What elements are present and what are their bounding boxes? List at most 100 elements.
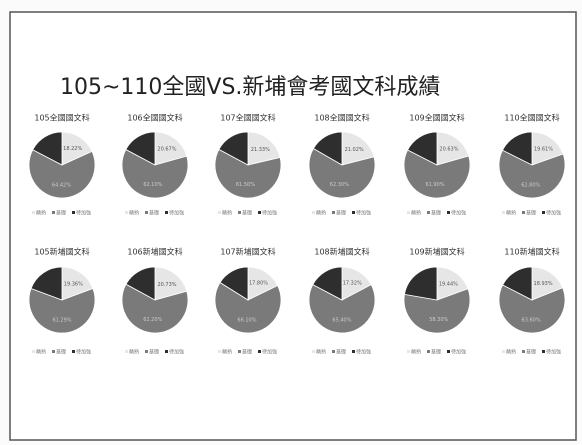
legend-label: 基礎: [336, 210, 346, 217]
legend-label: 精熟: [222, 349, 232, 356]
legend-label: 待加強: [356, 210, 371, 217]
legend-swatch: [332, 211, 335, 214]
legend-label: 精熟: [506, 210, 516, 217]
legend-swatch: [522, 211, 525, 214]
legend-swatch: [502, 211, 505, 214]
slide-title: 105~110全國VS.新埔會考國文科成績: [60, 75, 440, 100]
legend-swatch: [32, 350, 35, 353]
legend-swatch: [542, 211, 545, 214]
legend-label: 基礎: [149, 349, 159, 356]
legend-swatch: [258, 211, 261, 214]
pie-slice: [308, 284, 376, 334]
legend-label: 基礎: [56, 210, 66, 217]
slice-label: 21.02%: [345, 147, 364, 153]
slice-label: 61.29%: [52, 317, 71, 323]
pie-title: 105全國國文科: [34, 113, 89, 123]
legend-label: 基礎: [526, 210, 536, 217]
legend-label: 精熟: [411, 349, 421, 356]
legend-swatch: [407, 350, 410, 353]
slice-label: 62.80%: [521, 182, 540, 188]
pie-title: 106全國國文科: [127, 113, 182, 123]
pie-title: 109新埔國文科: [409, 247, 464, 257]
legend-label: 待加強: [356, 349, 371, 356]
legend-swatch: [125, 211, 128, 214]
legend-label: 待加強: [451, 210, 466, 217]
legend-swatch: [145, 350, 148, 353]
legend-swatch: [352, 211, 355, 214]
slice-label: 20.63%: [439, 147, 458, 153]
pie-slice: [308, 147, 376, 199]
pie-slice: [403, 149, 471, 199]
pie-slice: [28, 288, 96, 334]
slice-label: 19.44%: [439, 281, 458, 287]
pie-slice: [498, 284, 566, 334]
pie-title: 106新埔國文科: [127, 247, 182, 257]
legend-label: 精熟: [316, 210, 326, 217]
pie-slice: [312, 131, 343, 166]
pie-title: 107全國國文科: [220, 113, 275, 123]
legend-label: 基礎: [526, 349, 536, 356]
legend-label: 待加強: [262, 210, 277, 217]
pie-title: 109全國國文科: [409, 113, 464, 123]
legend-swatch: [447, 350, 450, 353]
pie-slice: [61, 266, 94, 301]
slice-label: 63.60%: [522, 317, 541, 323]
legend-swatch: [522, 350, 525, 353]
pie-slice: [121, 148, 189, 199]
pie-slice: [32, 131, 63, 166]
slice-label: 21.33%: [251, 147, 270, 153]
legend-swatch: [407, 211, 410, 214]
legend-swatch: [72, 350, 75, 353]
legend-label: 待加強: [76, 349, 91, 356]
legend-swatch: [165, 350, 168, 353]
legend-swatch: [218, 350, 221, 353]
slice-label: 18.22%: [63, 146, 82, 152]
pie-title: 108全國國文科: [314, 113, 369, 123]
legend-swatch: [238, 350, 241, 353]
slice-label: 17.80%: [249, 281, 268, 287]
slice-label: 20.67%: [157, 147, 176, 153]
slice-label: 61.50%: [236, 182, 255, 188]
legend-swatch: [312, 211, 315, 214]
slice-label: 64.42%: [52, 182, 71, 188]
pie-slice: [501, 131, 533, 166]
pie-title: 110全國國文科: [504, 113, 559, 123]
legend-label: 待加強: [169, 210, 184, 217]
legend-label: 待加強: [451, 349, 466, 356]
legend-label: 精熟: [129, 210, 139, 217]
slice-label: 65.40%: [332, 317, 351, 323]
pie-slice: [341, 131, 375, 166]
slice-label: 62.10%: [143, 182, 162, 188]
slice-label: 18.93%: [534, 281, 553, 287]
slice-label: 19.36%: [64, 281, 83, 287]
pie-slice: [531, 266, 564, 301]
slice-label: 61.90%: [425, 182, 444, 188]
pie-slice: [219, 266, 249, 301]
slide-frame: [9, 11, 577, 441]
legend-label: 精熟: [129, 349, 139, 356]
legend-swatch: [312, 350, 315, 353]
pie-title: 107新埔國文科: [220, 247, 275, 257]
pie-slice: [30, 266, 63, 301]
slice-label: 62.20%: [143, 317, 162, 323]
legend-label: 精熟: [36, 210, 46, 217]
pie-slice: [154, 266, 188, 301]
legend-swatch: [218, 211, 221, 214]
legend-label: 待加強: [546, 210, 561, 217]
legend-label: 基礎: [242, 349, 252, 356]
pie-slice: [436, 131, 470, 166]
legend-label: 基礎: [336, 349, 346, 356]
legend-label: 待加強: [546, 349, 561, 356]
legend-label: 基礎: [56, 349, 66, 356]
legend-swatch: [165, 211, 168, 214]
legend-swatch: [332, 350, 335, 353]
legend-label: 基礎: [431, 210, 441, 217]
pie-slice: [403, 288, 471, 334]
legend-swatch: [72, 211, 75, 214]
pie-slice: [121, 283, 189, 334]
slice-label: 19.61%: [534, 146, 553, 152]
legend-swatch: [52, 211, 55, 214]
legend-label: 精熟: [222, 210, 232, 217]
